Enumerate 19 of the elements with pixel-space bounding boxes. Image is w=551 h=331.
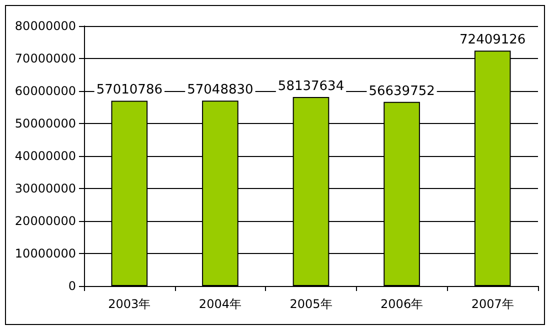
data-label: 58137634	[278, 79, 344, 94]
y-tick-label: 40000000	[14, 149, 76, 163]
x-tick-label: 2003年	[108, 297, 151, 311]
y-tick-label: 20000000	[14, 214, 76, 228]
y-tick-label: 30000000	[14, 182, 76, 196]
data-label: 72409126	[460, 32, 526, 48]
y-tick-label: 80000000	[14, 19, 76, 33]
x-tick-label: 2007年	[471, 297, 514, 311]
data-label: 57010786	[96, 82, 162, 98]
y-tick-label: 10000000	[14, 246, 76, 260]
y-tick-label: 60000000	[14, 84, 76, 98]
x-tick-label: 2006年	[380, 297, 424, 311]
y-tick-label: 50000000	[14, 116, 76, 130]
data-label: 56639752	[368, 84, 435, 99]
y-tick-label: 0	[68, 279, 76, 293]
x-tick-label: 2004年	[198, 297, 242, 311]
y-tick-label: 70000000	[14, 52, 76, 66]
x-tick-label: 2005年	[290, 297, 332, 311]
data-label: 57048830	[187, 82, 254, 98]
